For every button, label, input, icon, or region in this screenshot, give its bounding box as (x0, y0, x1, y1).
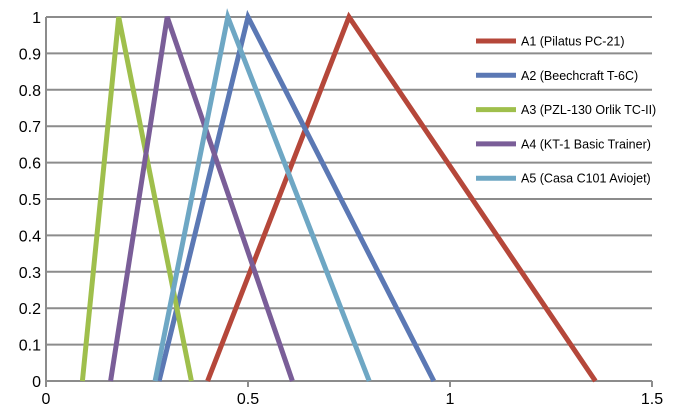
y-tick-label: 0 (32, 374, 41, 391)
legend-label-3: A3 (PZL-130 Orlik TC-II) (521, 103, 656, 117)
y-tick-label: 0.1 (19, 338, 41, 355)
series-line-1 (205, 11, 598, 383)
x-tick-label: 1 (446, 391, 455, 408)
y-tick-label: 0.9 (19, 46, 41, 63)
legend: A1 (Pilatus PC-21) A2 (Beechcraft T-6C) A3… (476, 35, 656, 186)
legend-label-5: A5 (Casa C101 Aviojet) (521, 172, 651, 186)
y-tick-labels: 0 0.1 0.2 0.3 0.4 0.5 0.6 0.7 0.8 0.9 1 (19, 10, 41, 391)
series-line-2 (156, 9, 437, 383)
y-tick-label: 0.4 (19, 228, 41, 245)
y-tick-label: 0.3 (19, 265, 41, 282)
x-tick-label: 0 (42, 391, 51, 408)
y-tick-label: 0.6 (19, 156, 41, 173)
legend-label-2: A2 (Beechcraft T-6C) (521, 69, 638, 83)
y-tick-label: 0.5 (19, 192, 41, 209)
x-tick-label: 0.5 (237, 391, 259, 408)
x-tick-labels: 0 0.5 1 1.5 (42, 391, 664, 408)
y-tick-label: 0.8 (19, 83, 41, 100)
axes (45, 17, 653, 387)
y-tick-label: 0.7 (19, 119, 41, 136)
series-lines (79, 8, 598, 383)
series-line-5 (152, 8, 372, 382)
y-tick-label: 1 (32, 10, 41, 27)
x-tick-label: 1.5 (641, 391, 663, 408)
legend-label-4: A4 (KT-1 Basic Trainer) (521, 137, 651, 151)
legend-label-1: A1 (Pilatus PC-21) (521, 35, 625, 49)
series-line-4 (108, 16, 295, 382)
series-line-3 (79, 16, 194, 382)
y-tick-label: 0.2 (19, 301, 41, 318)
